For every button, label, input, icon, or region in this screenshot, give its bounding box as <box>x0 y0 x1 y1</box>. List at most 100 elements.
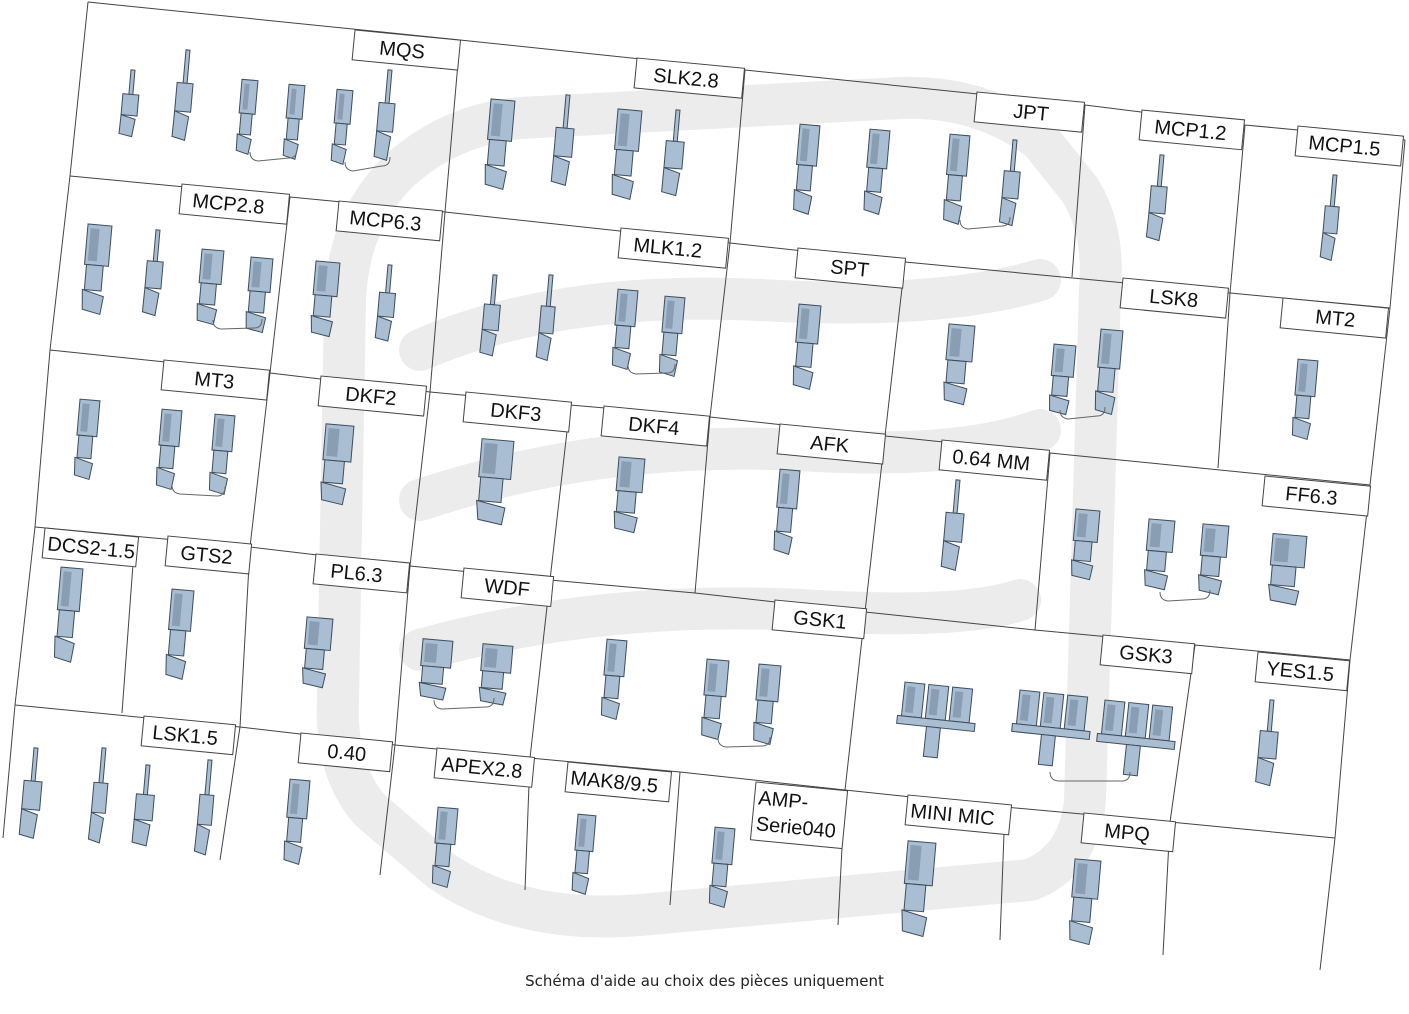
mpq-part <box>1069 858 1102 946</box>
label-gsk1-text: GSK1 <box>792 607 847 634</box>
slk28-part-1 <box>484 98 516 191</box>
label-mak895: MAK8/9.5 <box>564 761 673 803</box>
mlk12-part-4 <box>658 295 686 378</box>
mcp63-part-1 <box>310 260 341 338</box>
jpt-part-2 <box>863 128 891 215</box>
gsk1-link <box>717 736 771 748</box>
mlk12-link <box>627 363 676 375</box>
label-dkf4: DKF4 <box>600 405 711 447</box>
label-dkf4-text: DKF4 <box>627 413 680 440</box>
label-ff63: FF6.3 <box>1261 475 1372 517</box>
jpt-part-1 <box>793 123 821 215</box>
label-amp-line1-text: AMP- <box>757 787 809 814</box>
label-gts2: GTS2 <box>164 535 253 575</box>
wdf-link <box>433 697 495 710</box>
mcp63-part-2 <box>374 264 397 342</box>
label-dkf3-text: DKF3 <box>489 399 542 426</box>
mt3-part-2 <box>155 408 183 491</box>
lsk15-part-4 <box>193 759 215 856</box>
gsk3-strip-3 <box>1096 699 1176 777</box>
label-dcs215: DCS2-1.5 <box>41 527 140 568</box>
mqs-link-2 <box>344 156 391 172</box>
mt3-link <box>171 484 226 497</box>
label-mt2-text: MT2 <box>1314 306 1356 332</box>
amp-serie040-part <box>708 826 736 909</box>
mt3-part-3 <box>208 413 236 496</box>
ff63-part-2 <box>1144 518 1176 591</box>
gsk3-strip-2 <box>1011 689 1091 767</box>
ff63-part-3 <box>1198 523 1230 596</box>
minimic-part <box>901 840 937 938</box>
label-dkf2-text: DKF2 <box>344 383 397 410</box>
ff63-part-1 <box>1071 508 1101 581</box>
label-wdf-text: WDF <box>483 575 530 601</box>
mqs-part-5 <box>330 88 354 166</box>
mak895-part <box>571 813 597 896</box>
mqs-link-1 <box>249 148 298 162</box>
afk-part <box>773 468 801 555</box>
gsk1-part-1 <box>600 638 628 721</box>
mcp12-part <box>1145 154 1168 242</box>
dkf4-part <box>613 456 646 534</box>
label-amp-serie040: AMP- Serie040 <box>749 781 849 850</box>
ff63-part-4 <box>1268 532 1308 606</box>
label-ff63-text: FF6.3 <box>1284 483 1338 510</box>
label-jpt: JPT <box>973 91 1086 133</box>
jpt-link <box>959 216 1011 230</box>
label-mcp63: MCP6.3 <box>335 200 444 242</box>
mcp28-part-2 <box>141 229 164 317</box>
label-mcp28: MCP2.8 <box>178 183 291 225</box>
gsk3-link <box>1049 771 1131 782</box>
ff63-link <box>1159 589 1211 602</box>
watermark-logo <box>316 76 1122 938</box>
label-minimic: MINI MIC <box>904 794 1013 836</box>
label-gsk1: GSK1 <box>771 599 868 640</box>
terminal-drawings <box>18 49 1340 946</box>
label-gsk3-text: GSK3 <box>1118 642 1173 669</box>
label-afk: AFK <box>776 423 887 465</box>
label-afk-text: AFK <box>809 432 850 458</box>
lsk15-part-1 <box>18 747 43 839</box>
slk28-part-2 <box>550 94 575 186</box>
label-mlk12: MLK1.2 <box>617 227 730 269</box>
label-spt-text: SPT <box>829 256 870 282</box>
label-mt2: MT2 <box>1279 297 1390 339</box>
label-pl63: PL6.3 <box>312 553 411 594</box>
mt2-part <box>1291 358 1319 441</box>
gts2-part <box>165 588 195 680</box>
label-mt3-text: MT3 <box>193 368 235 394</box>
label-040: 0.40 <box>297 732 394 773</box>
wdf-part-2 <box>478 643 514 706</box>
mqs-part-3 <box>235 78 259 156</box>
apex28-part <box>431 806 459 889</box>
mqs-part-4 <box>282 83 306 161</box>
label-lsk8-text: LSK8 <box>1148 286 1199 313</box>
gsk1-part-2 <box>701 658 730 741</box>
label-wdf: WDF <box>460 567 555 608</box>
label-mt3: MT3 <box>160 359 271 401</box>
mqs-part-6 <box>373 69 396 161</box>
lsk8-part-2 <box>1049 343 1077 416</box>
label-pl63-text: PL6.3 <box>329 561 383 588</box>
mqs-part-1 <box>118 69 140 138</box>
label-mcp12: MCP1.2 <box>1138 109 1246 151</box>
label-gsk3: GSK3 <box>1099 634 1196 675</box>
dcs215-part <box>53 566 84 663</box>
jpt-part-4 <box>998 139 1021 227</box>
wdf-part-1 <box>418 638 454 701</box>
dkf3-part <box>476 438 515 526</box>
mcp28-part-4 <box>245 256 274 334</box>
mlk12-part-2 <box>535 274 556 362</box>
dkf2-part <box>320 423 355 506</box>
mqs-part-2 <box>171 49 194 141</box>
jpt-part-3 <box>943 133 971 225</box>
mcp28-link <box>212 318 263 330</box>
yes15-part <box>1255 699 1279 787</box>
label-spt: SPT <box>794 247 907 289</box>
lsk8-part-3 <box>1094 328 1124 416</box>
label-040-text: 0.40 <box>326 741 367 767</box>
label-gts2-text: GTS2 <box>179 542 233 569</box>
label-apex28: APEX2.8 <box>433 747 536 788</box>
label-dkf2: DKF2 <box>317 375 428 417</box>
